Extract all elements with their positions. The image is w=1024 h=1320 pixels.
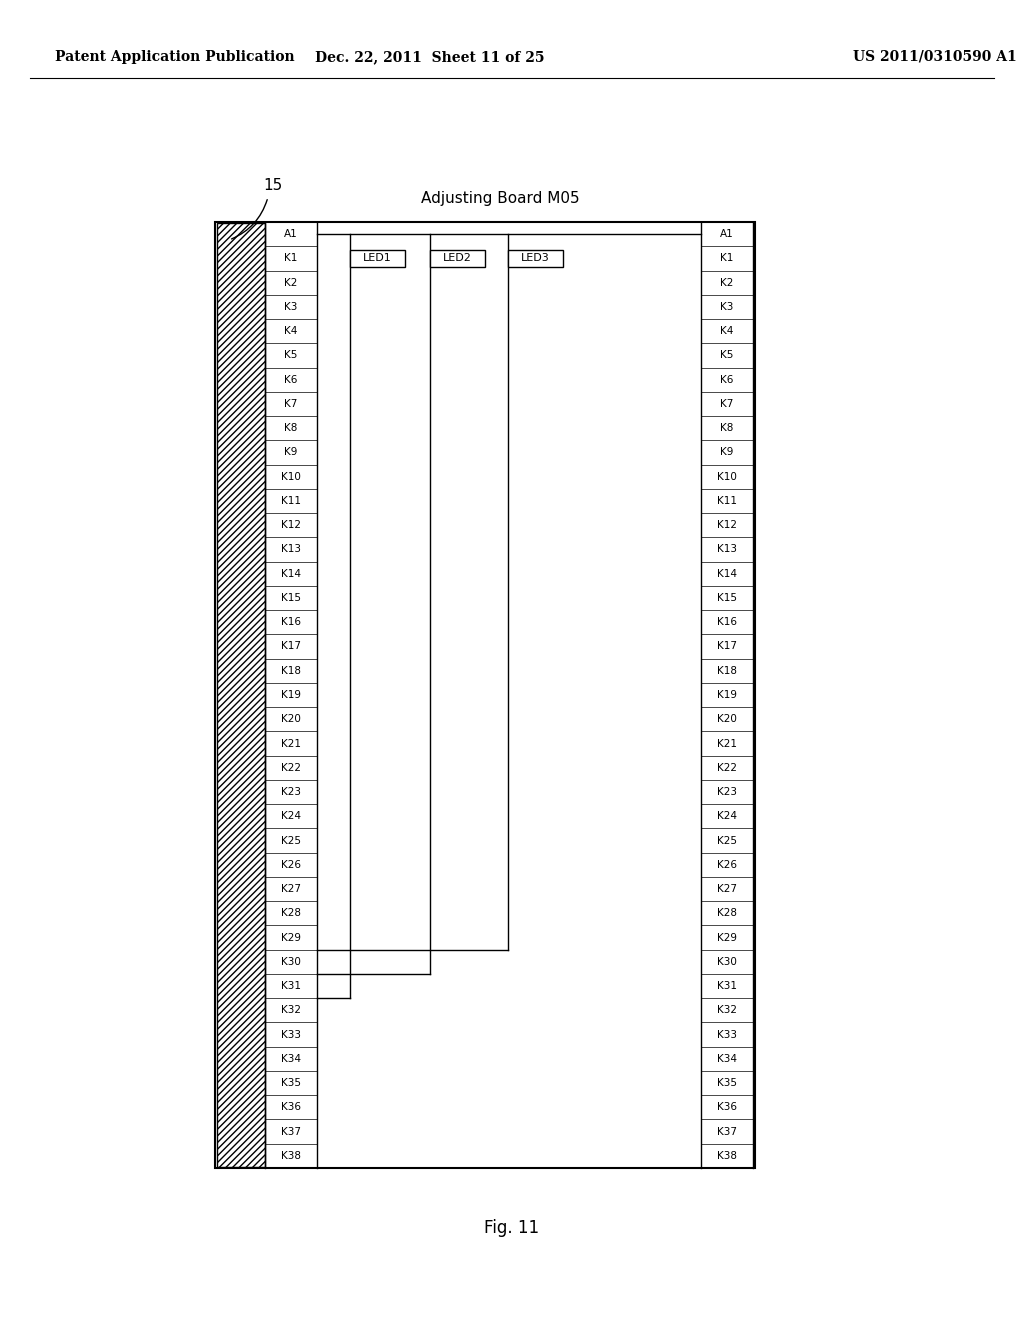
Bar <box>215 222 755 1168</box>
Text: K19: K19 <box>717 690 737 700</box>
Text: K5: K5 <box>720 350 733 360</box>
Bar <box>350 249 406 267</box>
Text: K9: K9 <box>285 447 298 458</box>
Text: K20: K20 <box>717 714 737 725</box>
Text: K21: K21 <box>281 738 301 748</box>
Text: K8: K8 <box>720 424 733 433</box>
Text: K31: K31 <box>717 981 737 991</box>
Text: K11: K11 <box>717 496 737 506</box>
Text: LED1: LED1 <box>364 253 392 264</box>
Text: K22: K22 <box>281 763 301 772</box>
Text: K36: K36 <box>717 1102 737 1113</box>
Text: K15: K15 <box>281 593 301 603</box>
Text: K1: K1 <box>285 253 298 264</box>
Text: A1: A1 <box>284 230 298 239</box>
Text: K29: K29 <box>717 932 737 942</box>
Text: K6: K6 <box>285 375 298 384</box>
Text: K5: K5 <box>285 350 298 360</box>
Text: K30: K30 <box>281 957 301 966</box>
Text: K33: K33 <box>717 1030 737 1040</box>
Text: K17: K17 <box>717 642 737 652</box>
Text: K7: K7 <box>285 399 298 409</box>
Text: K18: K18 <box>717 665 737 676</box>
Text: K7: K7 <box>720 399 733 409</box>
Text: K8: K8 <box>285 424 298 433</box>
Text: K14: K14 <box>281 569 301 578</box>
Text: K36: K36 <box>281 1102 301 1113</box>
Text: K23: K23 <box>717 787 737 797</box>
Text: K16: K16 <box>281 618 301 627</box>
Text: K26: K26 <box>281 859 301 870</box>
Text: K34: K34 <box>717 1053 737 1064</box>
Text: K23: K23 <box>281 787 301 797</box>
Text: 15: 15 <box>263 177 283 193</box>
Text: K34: K34 <box>281 1053 301 1064</box>
Text: K15: K15 <box>717 593 737 603</box>
Text: Patent Application Publication: Patent Application Publication <box>55 50 295 63</box>
Text: K12: K12 <box>281 520 301 531</box>
Text: K13: K13 <box>717 544 737 554</box>
Text: K29: K29 <box>281 932 301 942</box>
Text: K27: K27 <box>717 884 737 894</box>
Text: K9: K9 <box>720 447 733 458</box>
Text: K32: K32 <box>717 1006 737 1015</box>
Text: K21: K21 <box>717 738 737 748</box>
Text: K31: K31 <box>281 981 301 991</box>
Text: K16: K16 <box>717 618 737 627</box>
Text: K35: K35 <box>281 1078 301 1088</box>
Text: K11: K11 <box>281 496 301 506</box>
Text: K20: K20 <box>281 714 301 725</box>
Text: K10: K10 <box>281 471 301 482</box>
Text: K25: K25 <box>717 836 737 846</box>
Text: K38: K38 <box>281 1151 301 1160</box>
Text: K35: K35 <box>717 1078 737 1088</box>
Text: K22: K22 <box>717 763 737 772</box>
Text: K32: K32 <box>281 1006 301 1015</box>
Text: Dec. 22, 2011  Sheet 11 of 25: Dec. 22, 2011 Sheet 11 of 25 <box>315 50 545 63</box>
Bar <box>430 249 485 267</box>
Text: K28: K28 <box>281 908 301 919</box>
Text: K10: K10 <box>717 471 737 482</box>
Bar <box>217 223 265 1167</box>
Bar <box>508 249 563 267</box>
Text: A1: A1 <box>720 230 734 239</box>
Text: K18: K18 <box>281 665 301 676</box>
Text: K37: K37 <box>717 1126 737 1137</box>
Text: LED2: LED2 <box>443 253 472 264</box>
Text: K30: K30 <box>717 957 737 966</box>
Text: K12: K12 <box>717 520 737 531</box>
Text: K3: K3 <box>285 302 298 312</box>
Text: K17: K17 <box>281 642 301 652</box>
Text: K24: K24 <box>717 812 737 821</box>
Text: K4: K4 <box>285 326 298 337</box>
Text: K28: K28 <box>717 908 737 919</box>
Text: K26: K26 <box>717 859 737 870</box>
Text: Fig. 11: Fig. 11 <box>484 1218 540 1237</box>
Text: LED3: LED3 <box>521 253 550 264</box>
Text: K33: K33 <box>281 1030 301 1040</box>
Text: K37: K37 <box>281 1126 301 1137</box>
Text: K14: K14 <box>717 569 737 578</box>
Text: K38: K38 <box>717 1151 737 1160</box>
Text: K25: K25 <box>281 836 301 846</box>
Text: K27: K27 <box>281 884 301 894</box>
Text: K4: K4 <box>720 326 733 337</box>
Text: K24: K24 <box>281 812 301 821</box>
Text: Adjusting Board M05: Adjusting Board M05 <box>421 190 580 206</box>
Text: K6: K6 <box>720 375 733 384</box>
Text: K1: K1 <box>720 253 733 264</box>
Text: K3: K3 <box>720 302 733 312</box>
Text: K2: K2 <box>285 277 298 288</box>
Text: K13: K13 <box>281 544 301 554</box>
Text: K2: K2 <box>720 277 733 288</box>
Text: US 2011/0310590 A1: US 2011/0310590 A1 <box>853 50 1017 63</box>
Text: K19: K19 <box>281 690 301 700</box>
